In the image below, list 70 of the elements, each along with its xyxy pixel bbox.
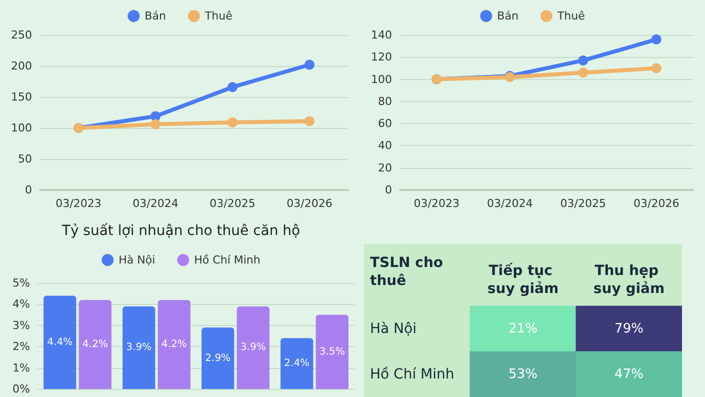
y-tick-label: 50 <box>18 152 32 166</box>
y-tick-label: 20 <box>378 161 392 174</box>
point <box>228 117 238 128</box>
x-tick-label: 03/2026 <box>286 197 332 210</box>
chart-title: Tỷ suất lợi nhuận cho thuê căn hộ <box>60 223 300 239</box>
point <box>150 119 160 130</box>
y-tick-label: 120 <box>371 50 392 64</box>
legend-label: Thuê <box>556 10 586 22</box>
data-label: 47% <box>614 366 644 382</box>
point <box>228 82 238 92</box>
data-label: 3.9% <box>126 342 152 354</box>
y-tick-label: 40 <box>378 139 392 152</box>
y-tick-label: Hồ Chí Minh <box>370 366 454 382</box>
data-label: 4.2% <box>161 338 187 350</box>
bar <box>78 300 112 389</box>
data-label: 4.2% <box>82 338 108 350</box>
y-tick-label: 250 <box>11 28 32 42</box>
y-tick-label: 100 <box>11 122 32 134</box>
x-tick-label: 03/2025 <box>560 197 606 210</box>
data-label: 21% <box>508 321 538 336</box>
point <box>304 60 314 70</box>
x-tick-label: 03/2023 <box>56 197 102 210</box>
bar <box>122 306 156 389</box>
point <box>651 63 662 74</box>
legend-label: Hà Nội <box>118 254 156 266</box>
point <box>651 34 662 44</box>
y-tick-label: 4% <box>12 298 30 311</box>
y-tick-label: 140 <box>371 28 392 42</box>
data-label: 2.9% <box>205 352 231 364</box>
x-tick-label: 03/2023 <box>414 197 460 210</box>
y-tick-label: 3% <box>12 318 30 332</box>
bar <box>202 328 234 389</box>
data-label: 3.9% <box>240 342 266 354</box>
y-axis-title: TSLN cho thuê <box>370 255 448 289</box>
point <box>578 55 588 66</box>
x-tick-label: 03/2026 <box>634 197 680 210</box>
legend-label: Bán <box>497 10 518 22</box>
y-tick-label: 2% <box>12 340 30 354</box>
y-tick-label: 0 <box>25 184 32 196</box>
y-tick-label: 0% <box>12 382 30 396</box>
data-label: 3.5% <box>319 346 345 358</box>
bar <box>236 306 270 389</box>
y-tick-label: 200 <box>11 60 32 72</box>
data-label: 53% <box>508 366 538 382</box>
x-tick-label: 03/2025 <box>210 197 256 210</box>
y-tick-label: 60 <box>378 117 392 130</box>
y-tick-label: 0 <box>385 184 392 196</box>
x-tick-label: 03/2024 <box>132 197 178 210</box>
bar <box>280 338 314 389</box>
bar <box>158 300 190 389</box>
point <box>578 68 588 78</box>
data-label: 2.4% <box>284 358 310 370</box>
legend-label: Hồ Chí Minh <box>194 254 260 266</box>
data-label: 4.4% <box>47 336 73 348</box>
point <box>150 111 160 122</box>
legend-label: Bán <box>144 10 166 22</box>
x-tick-label: 03/2024 <box>487 197 533 210</box>
x-tick-label: Tiếp tục suy giảm <box>487 262 559 297</box>
point <box>304 116 314 126</box>
legend-label: Thuê <box>204 10 233 22</box>
y-tick-label: 80 <box>378 94 392 108</box>
bar <box>44 296 76 389</box>
y-tick-label: Hà Nội <box>370 320 416 337</box>
data-label: 79% <box>614 321 644 336</box>
y-tick-label: 1% <box>12 361 30 374</box>
y-tick-label: 5% <box>12 276 30 290</box>
x-tick-label: Thu hẹp suy giảm <box>593 263 665 297</box>
y-tick-label: 100 <box>371 72 392 86</box>
bar <box>316 314 348 389</box>
y-tick-label: 150 <box>11 90 32 104</box>
